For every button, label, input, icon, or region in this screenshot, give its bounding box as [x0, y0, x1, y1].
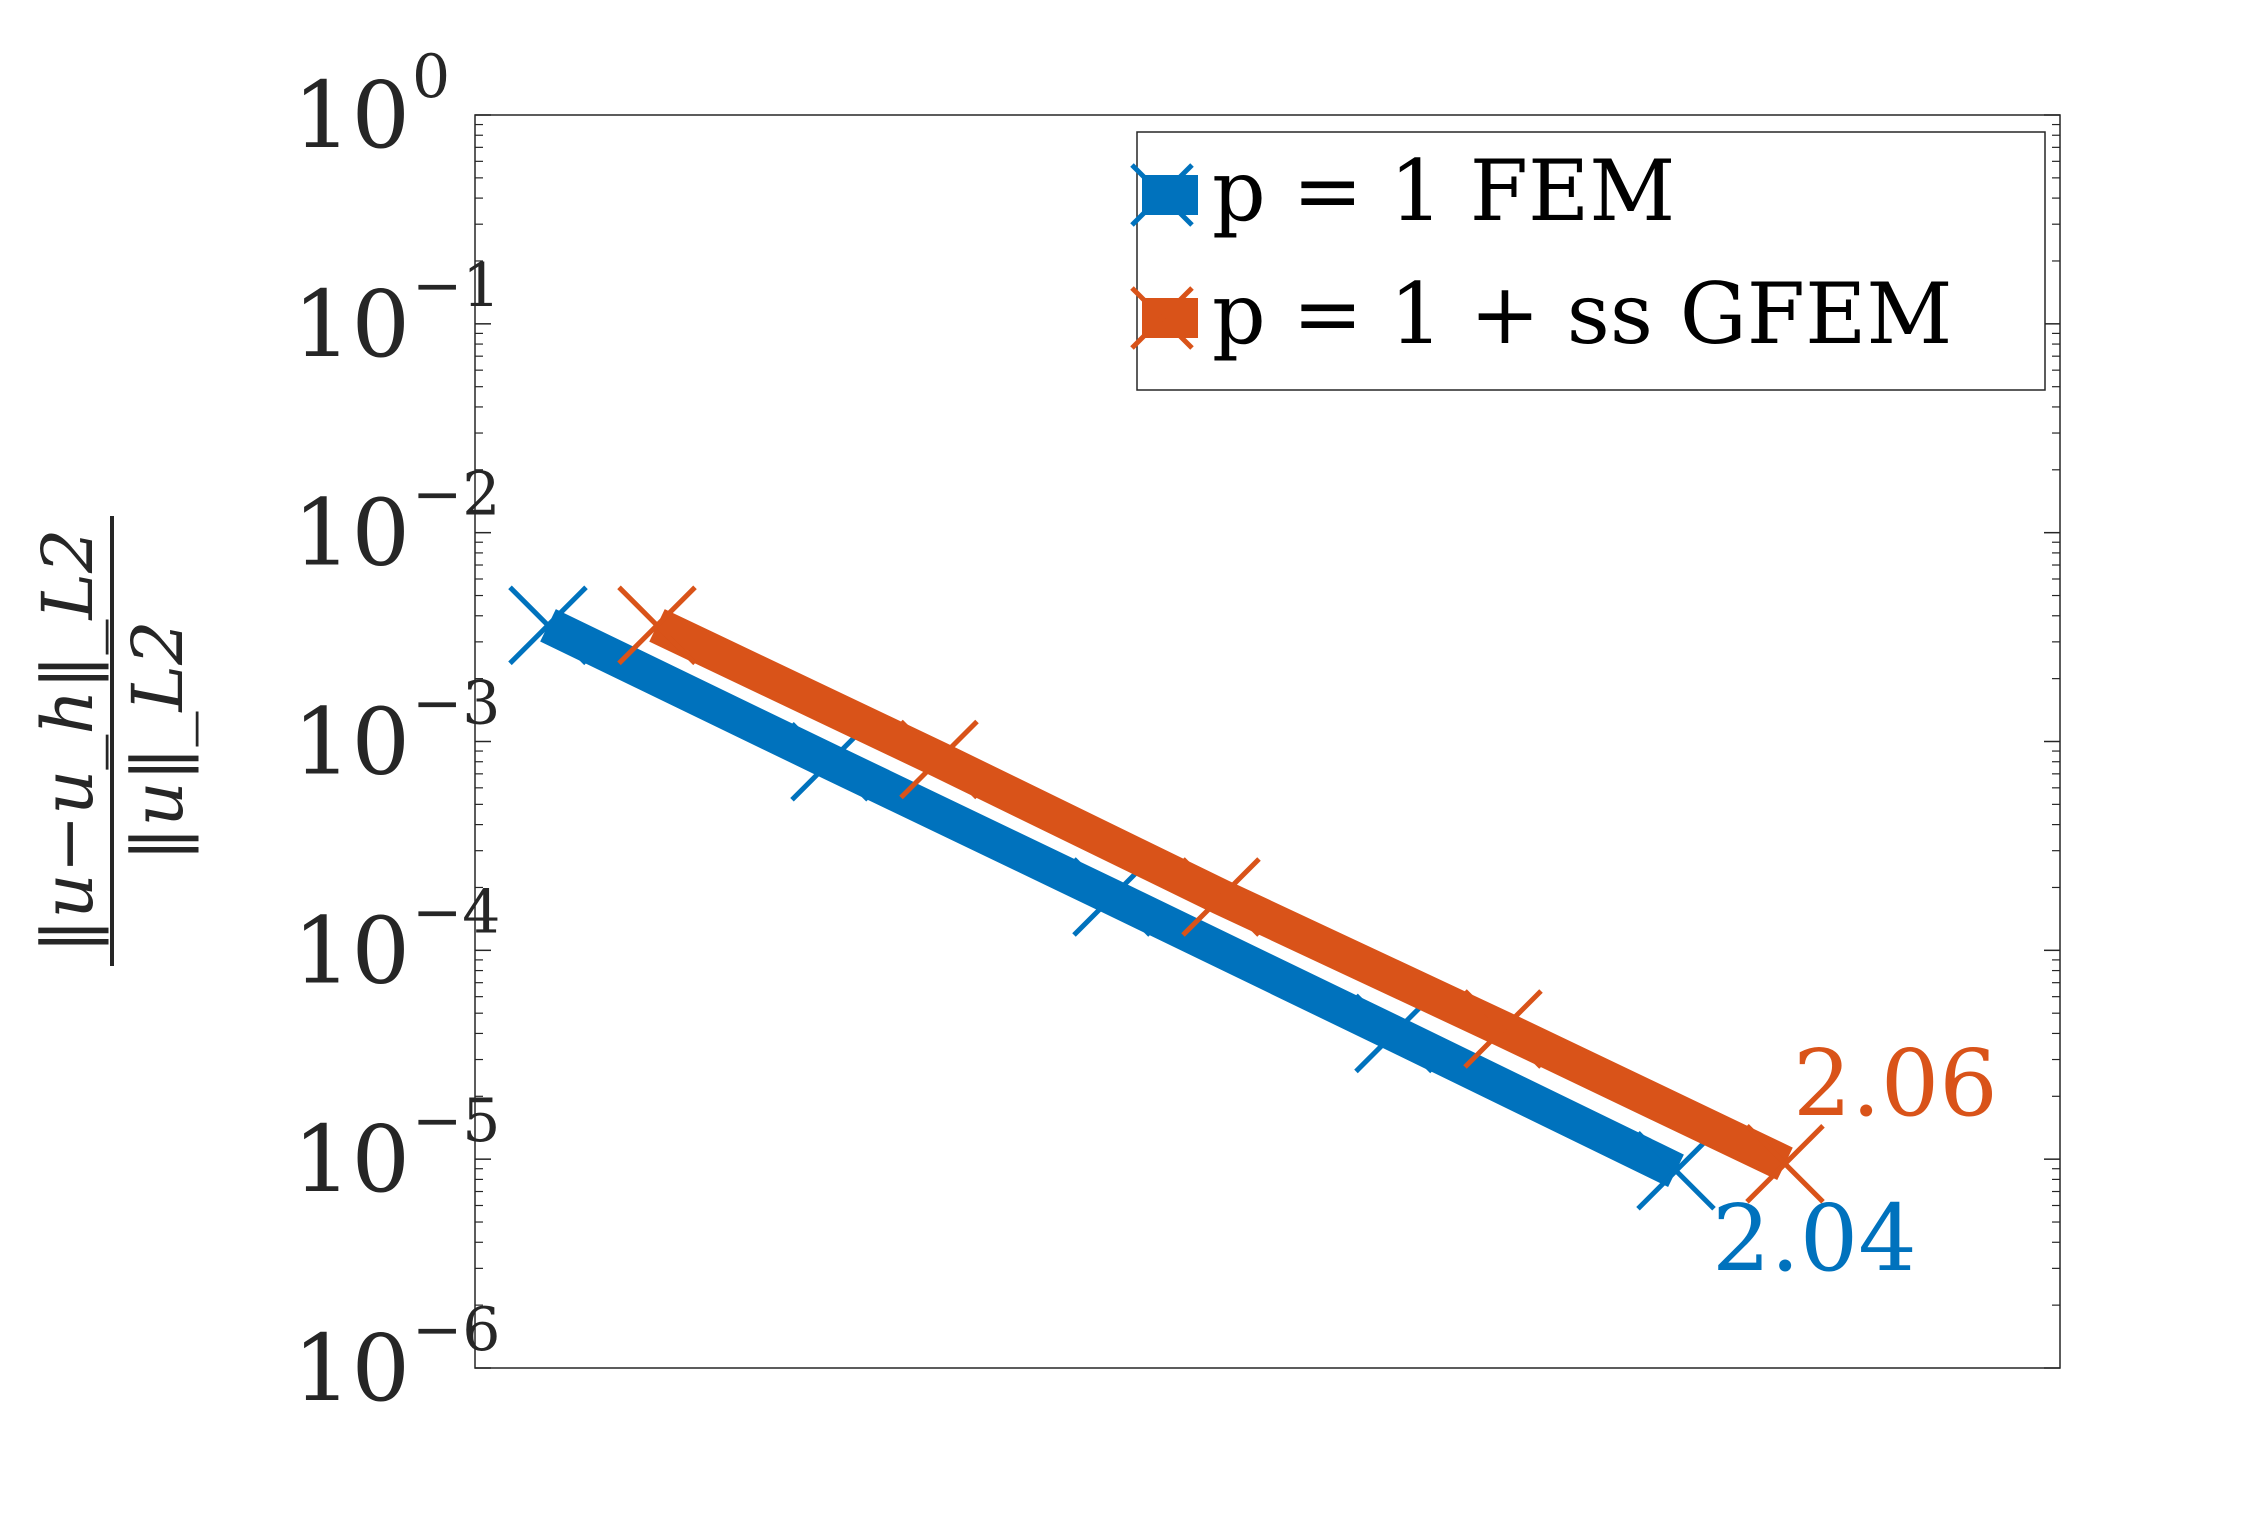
- minor-ticks: [475, 123, 2060, 1306]
- y-tick-label-exponent: −3: [412, 669, 500, 739]
- y-tick-label-exponent: −1: [412, 251, 500, 321]
- y-tick-label-exponent: −5: [412, 1086, 500, 1156]
- data-point-marker: [617, 585, 697, 666]
- y-tick-label-base: 10: [293, 689, 410, 796]
- y-axis-label: ‖u−u_h‖_L2 ‖u‖_L2: [27, 516, 199, 966]
- series-gfem: [617, 585, 1825, 1204]
- slope-label-gfem: 2.06: [1793, 1030, 1998, 1137]
- series-layer: [508, 585, 1825, 1211]
- y-tick-label-exponent: 0: [412, 42, 450, 112]
- y-tick-label-exponent: −4: [412, 877, 500, 947]
- data-point-marker: [508, 585, 588, 666]
- slope-labels: 2.04 2.06: [1712, 1030, 1998, 1292]
- y-axis-label-denominator: ‖u‖_L2: [117, 620, 199, 861]
- legend: p = 1 FEM p = 1 + ss GFEM: [1130, 131, 2046, 391]
- y-tick-label-base: 10: [293, 271, 410, 378]
- legend-label-gfem: p = 1 + ss GFEM: [1212, 265, 1952, 363]
- y-tick-label-base: 10: [293, 1315, 410, 1422]
- data-point-marker: [899, 719, 979, 800]
- data-point-marker: [1636, 1130, 1716, 1211]
- y-tick-label-base: 10: [293, 480, 410, 587]
- y-tick-label-base: 10: [293, 897, 410, 1004]
- slope-label-fem: 2.04: [1712, 1185, 1917, 1292]
- legend-marker: [1130, 163, 1194, 227]
- y-axis-label-numerator: ‖u−u_h‖_L2: [27, 529, 109, 954]
- y-tick-label-base: 10: [293, 1106, 410, 1213]
- legend-label-fem: p = 1 FEM: [1212, 142, 1675, 240]
- legend-box: [1136, 131, 2046, 391]
- data-point-marker: [1745, 1124, 1825, 1204]
- legend-entry-fem: [1130, 163, 1198, 227]
- data-point-marker: [1463, 989, 1543, 1069]
- y-tick-label-exponent: −6: [412, 1295, 500, 1365]
- major-ticks: [475, 114, 2060, 1369]
- legend-marker: [1130, 286, 1194, 350]
- y-tick-label-exponent: −2: [412, 460, 500, 530]
- legend-entry-gfem: [1130, 286, 1198, 350]
- data-point-marker: [1181, 857, 1261, 937]
- y-tick-label-base: 10: [293, 62, 410, 169]
